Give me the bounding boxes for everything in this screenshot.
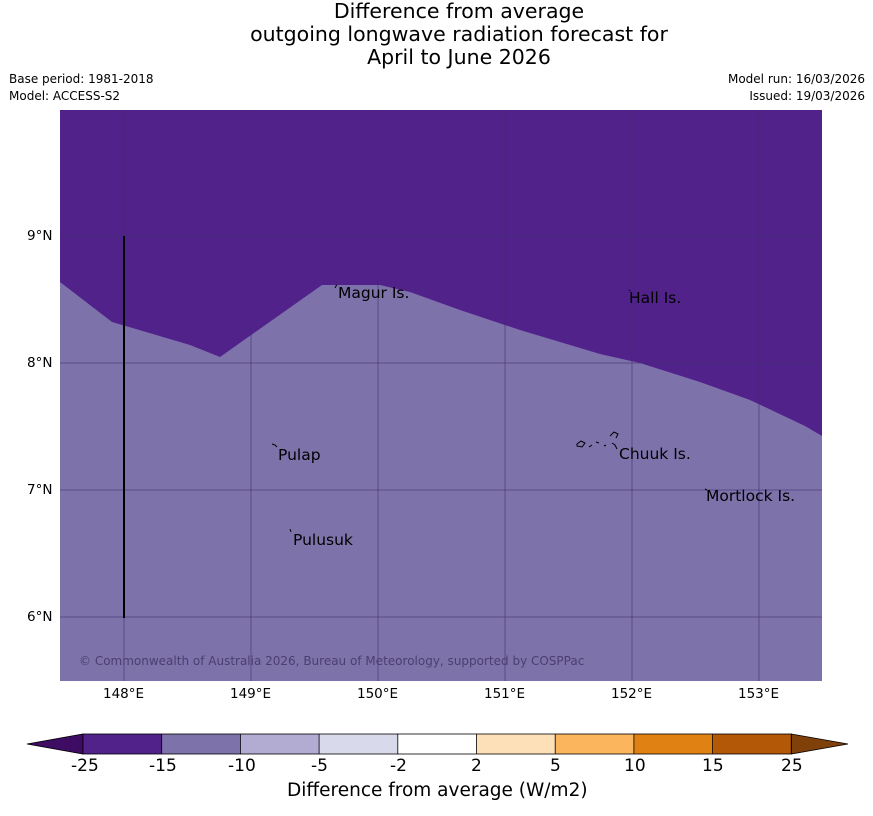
meta-left: Base period: 1981-2018 Model: ACCESS-S2 [9,71,154,105]
lat-tick-6: 6°N [27,609,53,625]
graticule [60,110,822,681]
issued-date: Issued: 19/03/2026 [749,89,865,103]
colorbar-label-minus2: -2 [390,756,407,776]
colorbar-box-3 [240,734,320,754]
colorbar [26,733,849,755]
colorbar-label-25: 25 [781,756,803,776]
island-magur [334,284,338,289]
colorbar-label-15: 15 [702,756,724,776]
island-pulusuk [289,528,292,533]
meta-right: Model run: 16/03/2026 Issued: 19/03/2026 [728,71,865,105]
lat-tick-9: 9°N [27,228,53,244]
colorbar-label-2: 2 [471,756,482,776]
place-chuuk: Chuuk Is. [619,445,691,463]
colorbar-box-9 [712,734,792,754]
island-outlines [271,284,708,533]
colorbar-extend-high [790,733,849,755]
lon-tick-151: 151°E [484,686,526,702]
title-line-2: outgoing longwave radiation forecast for [250,22,668,46]
title-line-3: April to June 2026 [367,45,551,69]
island-mortlock [704,488,708,491]
base-period: Base period: 1981-2018 [9,72,154,86]
lon-tick-150: 150°E [357,686,399,702]
lat-tick-8: 8°N [27,355,53,371]
colorbar-box-1 [83,734,162,754]
island-hall [628,289,631,292]
colorbar-box-5 [397,734,477,754]
colorbar-label-minus15: -15 [149,756,177,776]
colorbar-label-minus25: -25 [71,756,99,776]
colorbar-label-5: 5 [550,756,561,776]
model-name: Model: ACCESS-S2 [9,89,121,103]
colorbar-box-6 [476,734,556,754]
lat-tick-7: 7°N [27,482,53,498]
island-chuuk [576,431,619,450]
colorbar-box-2 [161,734,241,754]
title-line-1: Difference from average [333,0,585,23]
place-mortlock: Mortlock Is. [706,487,795,505]
island-pulap [271,443,278,448]
map-title: Difference from average outgoing longwav… [0,0,873,69]
lon-tick-153: 153°E [738,686,780,702]
colorbar-box-4 [319,734,398,754]
colorbar-label-minus10: -10 [228,756,256,776]
copyright-text: © Commonwealth of Australia 2026, Bureau… [79,654,584,668]
lon-tick-152: 152°E [611,686,653,702]
place-magur: Magur Is. [338,284,409,302]
lon-tick-148: 148°E [103,686,145,702]
colorbar-box-8 [633,734,713,754]
place-pulap: Pulap [278,446,321,464]
model-run: Model run: 16/03/2026 [727,72,865,86]
colorbar-box-7 [555,734,634,754]
colorbar-extend-low [26,733,84,755]
place-hall: Hall Is. [629,289,681,307]
lon-tick-149: 149°E [230,686,272,702]
colorbar-title: Difference from average (W/m2) [287,780,588,801]
place-pulusuk: Pulusuk [293,531,353,549]
colorbar-label-minus5: -5 [311,756,328,776]
colorbar-label-10: 10 [624,756,646,776]
